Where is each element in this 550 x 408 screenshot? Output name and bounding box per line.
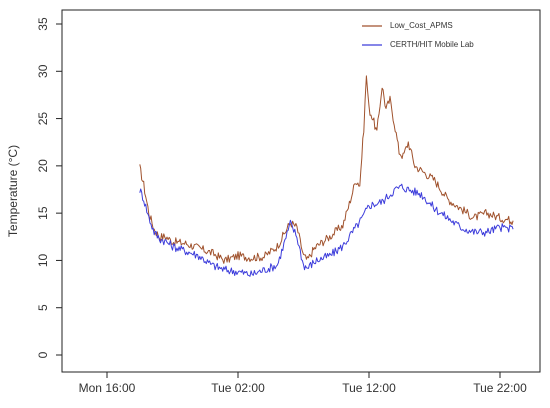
y-tick-label: 35: [36, 17, 50, 31]
x-tick-label: Mon 16:00: [79, 381, 136, 395]
plot-frame: [61, 9, 541, 373]
x-tick-label: Tue 12:00: [342, 381, 396, 395]
y-tick-label: 20: [36, 159, 50, 173]
series-line-low-cost-apms: [139, 75, 514, 264]
y-tick-label: 30: [36, 64, 50, 78]
series-line-certh-hit-mobile-lab: [139, 183, 514, 277]
y-tick-label: 5: [36, 304, 50, 311]
y-tick-label: 25: [36, 112, 50, 126]
y-tick-label: 10: [36, 253, 50, 267]
legend-label: Low_Cost_APMS: [390, 21, 453, 30]
x-tick-label: Tue 02:00: [211, 381, 265, 395]
legend-label: CERTH/HIT Mobile Lab: [390, 40, 474, 49]
y-axis-label: Temperature (°C): [6, 145, 20, 237]
x-tick-label: Tue 22:00: [473, 381, 527, 395]
y-tick-label: 15: [36, 206, 50, 220]
y-tick-label: 0: [36, 351, 50, 358]
